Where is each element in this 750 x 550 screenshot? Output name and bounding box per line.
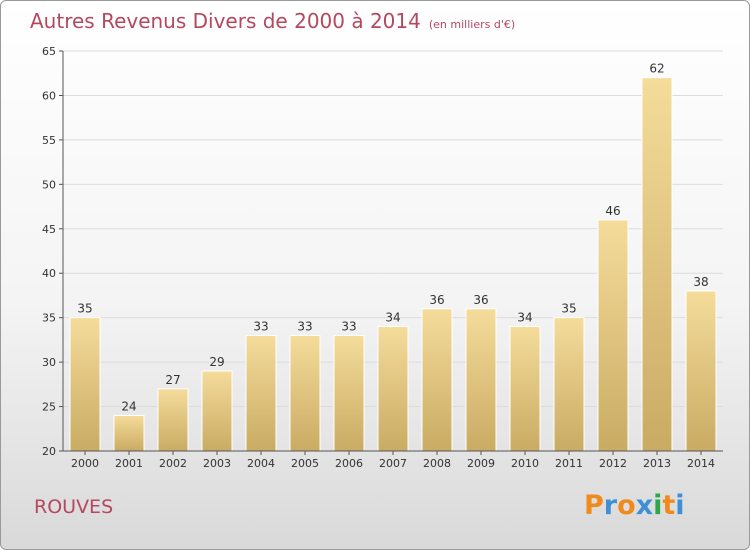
x-tick-label: 2000 [71, 457, 99, 470]
bar-2009 [465, 308, 497, 452]
y-tick-label: 60 [42, 89, 56, 102]
data-label: 36 [473, 293, 488, 307]
bar-2012 [597, 219, 629, 452]
logo-letter: o [617, 490, 636, 521]
x-tick-label: 2005 [291, 457, 319, 470]
data-label: 46 [605, 204, 620, 218]
bar-2003 [201, 370, 233, 452]
x-tick-label: 2010 [511, 457, 539, 470]
bar-2010 [509, 326, 541, 452]
commune-name: ROUVES [34, 496, 114, 518]
bar-2005 [289, 334, 321, 452]
logo-letter: r [603, 490, 618, 521]
proxiti-logo[interactable]: Proxiti [584, 490, 685, 521]
bar-2013 [641, 77, 673, 452]
data-label: 34 [385, 311, 400, 325]
bar-2014 [685, 290, 717, 452]
y-tick-label: 35 [42, 312, 56, 325]
data-label: 38 [693, 275, 708, 289]
data-label: 33 [297, 319, 312, 333]
data-label: 62 [649, 62, 664, 76]
bar-2006 [333, 334, 365, 452]
x-tick-label: 2014 [687, 457, 715, 470]
x-tick-label: 2011 [555, 457, 583, 470]
y-tick-label: 25 [42, 401, 56, 414]
x-tick-label: 2003 [203, 457, 231, 470]
bar-2004 [245, 334, 277, 452]
bar-2011 [553, 317, 585, 452]
y-tick-label: 55 [42, 134, 56, 147]
logo-letter: i [675, 490, 685, 521]
chart-title: Autres Revenus Divers de 2000 à 2014 (en … [30, 9, 515, 33]
chart-title-unit: (en milliers d'€) [428, 18, 516, 31]
x-tick-label: 2008 [423, 457, 451, 470]
axes: 20 25 30 35 40 45 50 55 60 65 2000 2001 2002 2003 2004… [42, 45, 723, 470]
x-tick-label: 2002 [159, 457, 187, 470]
data-label: 24 [121, 399, 136, 413]
data-label: 33 [341, 319, 356, 333]
chart-title-main: Autres Revenus Divers de 2000 à 2014 [30, 9, 421, 33]
x-tick-label: 2001 [115, 457, 143, 470]
data-label: 27 [165, 373, 180, 387]
data-label: 36 [429, 293, 444, 307]
bars [69, 77, 717, 452]
logo-letter: x [635, 490, 654, 521]
bar-2002 [157, 388, 189, 452]
data-labels: 35 24 27 29 33 33 33 34 36 36 34 35 46 62 38 [77, 62, 708, 414]
data-label: 33 [253, 319, 268, 333]
logo-letter: t [662, 490, 676, 521]
logo-letter: i [653, 490, 663, 521]
x-tick-label: 2007 [379, 457, 407, 470]
y-tick-label: 20 [42, 445, 56, 458]
bar-2008 [421, 308, 453, 452]
bar-2007 [377, 326, 409, 452]
y-tick-label: 30 [42, 356, 56, 369]
x-tick-label: 2006 [335, 457, 363, 470]
bar-2001 [113, 414, 145, 452]
data-label: 35 [561, 302, 576, 316]
x-tick-label: 2012 [599, 457, 627, 470]
y-tick-label: 65 [42, 45, 56, 58]
bar-2000 [69, 317, 101, 452]
data-label: 29 [209, 355, 224, 369]
logo-letter: P [584, 490, 604, 521]
y-tick-label: 40 [42, 267, 56, 280]
x-tick-label: 2013 [643, 457, 671, 470]
data-label: 34 [517, 311, 532, 325]
data-label: 35 [77, 302, 92, 316]
x-tick-label: 2004 [247, 457, 275, 470]
x-tick-label: 2009 [467, 457, 495, 470]
y-tick-label: 45 [42, 223, 56, 236]
y-tick-label: 50 [42, 178, 56, 191]
